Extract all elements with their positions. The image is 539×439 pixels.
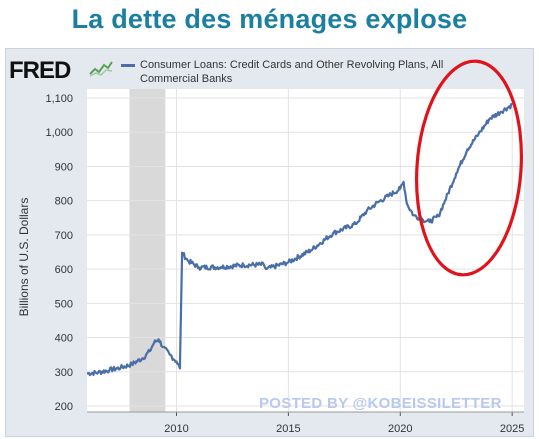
highlight-ellipse bbox=[414, 59, 524, 277]
y-tick-label: 400 bbox=[55, 333, 73, 345]
x-tick-label: 2015 bbox=[276, 423, 300, 435]
y-tick-label: 200 bbox=[55, 401, 73, 413]
y-tick-label: 300 bbox=[55, 367, 73, 379]
recession-band bbox=[129, 89, 166, 412]
y-tick-label: 600 bbox=[55, 264, 73, 276]
y-tick-label: 900 bbox=[55, 161, 73, 173]
y-tick-label: 700 bbox=[55, 230, 73, 242]
x-tick-label: 2025 bbox=[500, 423, 524, 435]
y-tick-label: 800 bbox=[55, 196, 73, 208]
trend-line-icon bbox=[89, 59, 113, 77]
legend-series-label: Consumer Loans: Credit Cards and Other R… bbox=[140, 59, 444, 85]
y-axis-label: Billions of U.S. Dollars bbox=[17, 197, 31, 317]
y-tick-label: 1,100 bbox=[45, 93, 73, 105]
y-tick-label: 1,000 bbox=[45, 127, 73, 139]
y-tick-label: 500 bbox=[55, 298, 73, 310]
legend-series-swatch bbox=[121, 64, 135, 67]
series-line bbox=[86, 102, 513, 377]
fred-logo: FRED bbox=[9, 57, 71, 84]
x-tick-label: 2020 bbox=[388, 423, 412, 435]
page-headline: La dette des ménages explose bbox=[71, 4, 468, 34]
watermark: POSTED BY @KOBEISSILETTER bbox=[259, 395, 502, 412]
x-tick-label: 2010 bbox=[164, 423, 188, 435]
